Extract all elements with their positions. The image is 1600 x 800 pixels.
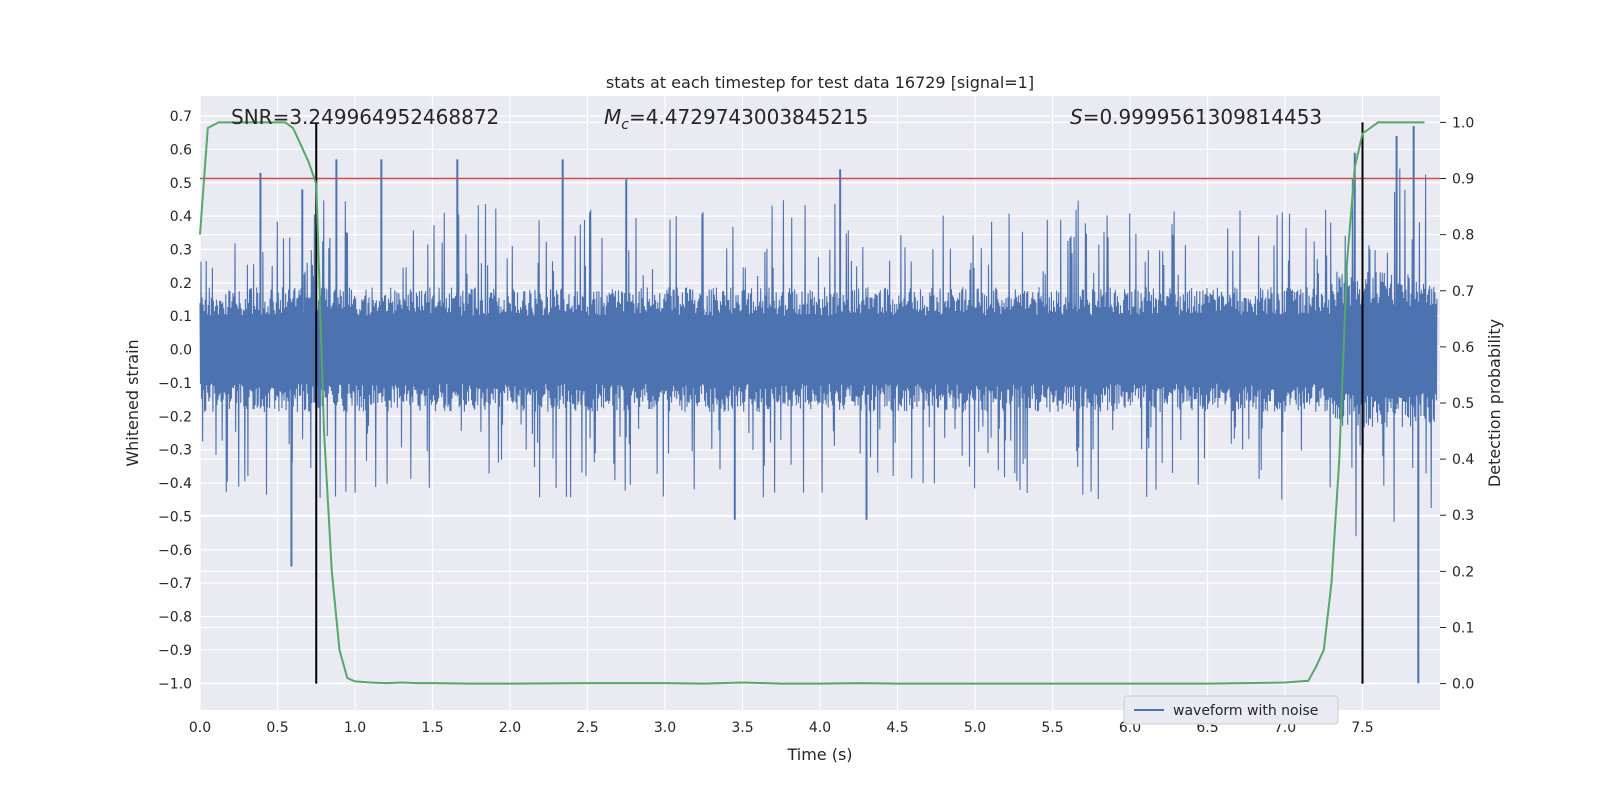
x-tick-label: 2.0 [499, 720, 521, 736]
y-tick-label: −0.4 [158, 476, 192, 492]
y2-tick-label: 0.1 [1452, 620, 1474, 636]
annotation-snr-prefix: SNR [231, 105, 273, 129]
annotation-snr-value: =3.249964952468872 [273, 105, 500, 129]
y2-tick-label: 0.5 [1452, 396, 1474, 412]
annotation-chirp-mass: Mc=4.4729743003845215 [604, 105, 868, 133]
y2-tick-label: 0.4 [1452, 452, 1474, 468]
legend-box [1123, 695, 1339, 725]
x-tick-label: 1.5 [421, 720, 443, 736]
x-tick-label: 7.5 [1351, 720, 1373, 736]
y-tick-label: 0.1 [170, 309, 192, 325]
annotation-mc-subscript: c [621, 117, 629, 133]
annotation-snr: SNR=3.249964952468872 [231, 105, 499, 129]
x-tick-label: 3.0 [654, 720, 676, 736]
y-tick-label: 0.0 [170, 343, 192, 359]
annotation-mc-prefix: M [604, 105, 621, 129]
x-tick-label: 2.5 [576, 720, 598, 736]
annotation-s: S=0.9999561309814453 [1070, 105, 1322, 129]
x-tick-label: 4.0 [809, 720, 831, 736]
x-tick-label: 4.5 [886, 720, 908, 736]
y-tick-label: 0.7 [170, 109, 192, 125]
overlay-lines [199, 121, 1440, 685]
x-axis-label: Time (s) [786, 745, 852, 764]
chart-title: stats at each timestep for test data 167… [606, 73, 1034, 92]
y-tick-label: −0.7 [158, 576, 192, 592]
y-tick-label: −0.9 [158, 643, 192, 659]
x-tick-label: 3.5 [731, 720, 753, 736]
y2-tick-label: 0.2 [1452, 564, 1474, 580]
y-tick-label: −0.1 [158, 376, 192, 392]
x-tick-label: 5.5 [1041, 720, 1063, 736]
y-tick-labels: 0.7 0.6 0.5 0.4 0.3 0.2 0.1 0.0 −0.1 −0.2 −0.3 −0.4… [158, 109, 192, 692]
x-tick-label: 5.0 [964, 720, 986, 736]
annotation-mc-value: =4.4729743003845215 [629, 105, 868, 129]
y-tick-label: 0.5 [170, 176, 192, 192]
waveform-trace [199, 168, 1438, 537]
probability-line [199, 121, 1425, 685]
annotation-s-prefix: S [1070, 105, 1083, 129]
y2-tick-labels: 1.0 0.9 0.8 0.7 0.6 0.5 0.4 0.3 0.2 0.1 0.0 [1440, 115, 1474, 693]
y2-tick-label: 0.6 [1452, 340, 1474, 356]
y-tick-label: 0.4 [170, 209, 192, 225]
y2-tick-label: 0.9 [1452, 172, 1474, 188]
y2-tick-label: 0.7 [1452, 284, 1474, 300]
y-tick-label: −0.6 [158, 543, 192, 559]
y-tick-label: −0.8 [158, 610, 192, 626]
x-tick-label: 0.0 [189, 720, 211, 736]
y-tick-label: −0.3 [158, 443, 192, 459]
annotation-s-value: =0.9999561309814453 [1083, 105, 1322, 129]
y-tick-label: 0.2 [170, 276, 192, 292]
legend: waveform with noise [1123, 695, 1339, 725]
y-axis-label: Whitened strain [123, 339, 142, 466]
legend-label-waveform: waveform with noise [1173, 703, 1318, 719]
y2-tick-label: 0.3 [1452, 508, 1474, 524]
y-tick-label: −0.5 [158, 509, 192, 525]
x-tick-label: 1.0 [344, 720, 366, 736]
x-tick-label: 0.5 [266, 720, 288, 736]
y2-tick-label: 0.0 [1452, 677, 1474, 693]
y2-axis-label: Detection probability [1485, 319, 1504, 487]
waveform-series [199, 126, 1438, 684]
y-tick-label: 0.3 [170, 243, 192, 259]
y2-tick-label: 0.8 [1452, 228, 1474, 244]
y2-tick-label: 1.0 [1452, 115, 1474, 131]
y-tick-label: −1.0 [158, 676, 192, 692]
y-tick-label: 0.6 [170, 142, 192, 158]
y-tick-label: −0.2 [158, 409, 192, 425]
